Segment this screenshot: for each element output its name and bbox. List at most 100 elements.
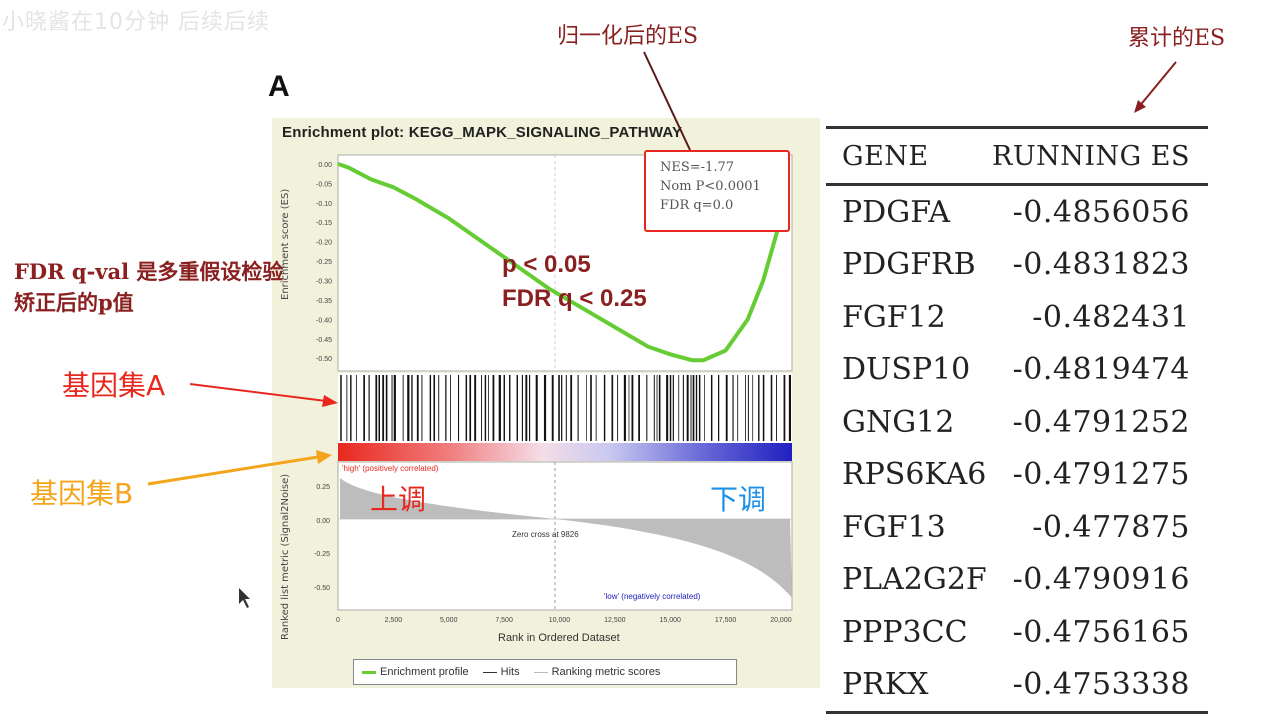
annotation-normalized-es: 归一化后的ES [557,24,699,49]
label-up: 上调 [370,483,427,516]
es-cell: -0.482431 [1032,299,1190,335]
arrow-gene-set-a-head [322,395,338,407]
arrow-normalized-es [643,51,691,151]
nom-p-value: Nom P<0.0001 [660,179,761,194]
es-cell: -0.4831823 [1012,247,1190,283]
table-row: PPP3CC -0.4756165 [826,606,1208,659]
gene-cell: PLA2G2F [842,562,987,598]
table-header-row: GENE RUNNING ES [826,126,1208,186]
header-gene: GENE [826,126,990,186]
watermark-text: 小晓酱在10分钟 后续后续 [2,10,270,35]
es-cell: -0.4753338 [989,658,1208,714]
label-gene-set-a: 基因集A [62,369,166,402]
es-tick-label: -0.10 [316,201,332,208]
table-row: RPS6KA6 -0.4791275 [826,449,1208,502]
plot-title: Enrichment plot: KEGG_MAPK_SIGNALING_PAT… [282,124,683,141]
gene-cell: FGF13 [842,509,946,545]
table-row: PDGFRB -0.4831823 [826,239,1208,292]
arrow-cumulative-es-head [1134,100,1146,113]
rank-gradient-bar [338,443,792,461]
label-down: 下调 [710,483,767,516]
es-tick-label: -0.15 [316,220,332,227]
legend-item-metric: Ranking metric scores [533,666,661,678]
table-row: PLA2G2F -0.4790916 [826,554,1208,607]
running-es-table: GENE RUNNING ES PDGFA -0.4856056 PDGFRB -0… [826,126,1208,714]
x-tick-label: 2,500 [385,617,403,624]
negative-correlated-label: 'low' (negatively correlated) [604,592,701,601]
es-tick-label: -0.20 [316,240,332,247]
es-tick-label: -0.45 [316,337,332,344]
table-row: FGF12 -0.482431 [826,291,1208,344]
metric-positive-area [340,478,555,519]
positive-correlated-label: 'high' (positively correlated) [342,464,439,473]
chart-legend: Enrichment profile Hits Ranking metric s… [353,659,737,685]
metric-tick-label: -0.50 [314,585,330,592]
table-row: GNG12 -0.4791252 [826,396,1208,449]
nes-value: NES=-1.77 [660,160,735,175]
arrow-cumulative-es [1137,61,1177,109]
table-row: PRKX -0.4753338 [826,658,1208,714]
gene-cell: PDGFA [842,194,951,230]
es-tick-label: -0.35 [316,298,332,305]
x-tick-label: 12,500 [604,617,626,624]
x-tick-label: 15,000 [659,617,681,624]
x-tick-label: 7,500 [495,617,513,624]
arrow-gene-set-a [189,383,327,402]
x-tick-label: 5,000 [440,617,458,624]
x-tick-label: 17,500 [715,617,737,624]
panel-letter: A [268,70,290,103]
metric-tick-label: 0.25 [316,484,330,491]
mouse-cursor-icon [239,588,250,608]
es-cell: -0.4790916 [1012,562,1190,598]
legend-profile-label: Enrichment profile [380,666,469,678]
x-tick-label: 0 [336,617,340,624]
gene-cell: PDGFRB [842,247,976,283]
es-tick-label: -0.25 [316,259,332,266]
stats-box: NES=-1.77 Nom P<0.0001 FDR q=0.0 [644,150,790,232]
gene-cell: FGF12 [842,299,946,335]
arrow-gene-set-b [147,455,319,486]
legend-item-profile: Enrichment profile [362,666,469,678]
es-tick-label: -0.40 [316,317,332,324]
gene-cell: PRKX [826,658,990,714]
es-cell: -0.477875 [1032,509,1190,545]
arrow-gene-set-b-head [316,450,332,464]
legend-hits-label: Hits [500,666,520,678]
gene-cell: DUSP10 [842,352,971,388]
p-threshold: p < 0.05 [502,251,591,278]
table-row: PDGFA -0.4856056 [826,185,1208,239]
label-gene-set-b: 基因集B [30,477,134,510]
legend-metric-label: Ranking metric scores [551,666,661,678]
legend-item-hits: Hits [482,666,520,678]
es-tick-label: 0.00 [318,162,332,169]
gene-cell: RPS6KA6 [842,457,987,493]
fdr-threshold: FDR q < 0.25 [502,285,647,312]
table-row: FGF13 -0.477875 [826,501,1208,554]
annotation-cumulative-es: 累计的ES [1128,26,1226,51]
es-cell: -0.4791252 [1012,404,1190,440]
threshold-text: p < 0.05 FDR q < 0.25 [502,248,647,316]
table-row: DUSP10 -0.4819474 [826,344,1208,397]
header-running-es: RUNNING ES [989,126,1208,186]
x-axis-label: Rank in Ordered Dataset [498,632,620,644]
es-cell: -0.4756165 [1012,614,1190,650]
metric-negative-area [555,519,792,598]
zero-cross-label: Zero cross at 9826 [512,530,579,539]
enrichment-profile-line [337,162,790,363]
es-cell: -0.4856056 [1012,194,1190,230]
x-tick-label: 20,000 [770,617,792,624]
x-tick-label: 10,000 [549,617,571,624]
es-tick-label: -0.30 [316,278,332,285]
metric-tick-label: 0.00 [316,518,330,525]
fdr-value: FDR q=0.0 [660,198,734,213]
es-cell: -0.4791275 [1012,457,1190,493]
es-tick-label: -0.50 [316,356,332,363]
metric-ylabel: Ranked list metric (Signal2Noise) [280,473,291,640]
metric-tick-label: -0.25 [314,551,330,558]
es-tick-label: -0.05 [316,181,332,188]
gene-cell: PPP3CC [842,614,968,650]
hits-panel [338,373,792,443]
gene-cell: GNG12 [842,404,955,440]
es-cell: -0.4819474 [1012,352,1190,388]
